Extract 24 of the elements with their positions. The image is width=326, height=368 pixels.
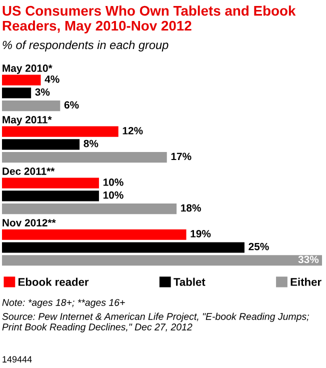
data-label: 3% [35, 88, 50, 96]
data-label: 18% [181, 204, 201, 212]
text: Note: *ages 18+; **ages 16+ [2, 299, 125, 308]
data-label: 33% [298, 256, 319, 264]
legend-label: Ebook reader [18, 278, 89, 286]
data-label: 25% [248, 242, 269, 250]
y-tick-label: Nov 2012** [2, 219, 56, 226]
chart-title: US Consumers Who Own Tablets and Ebook Readers, May 2010-Nov 2012 [2, 6, 296, 34]
text: 149444 [2, 356, 32, 363]
data-label: 10% [103, 178, 124, 186]
legend-label: Tablet [174, 278, 206, 286]
chart-subtitle: % of respondents in each group [2, 40, 168, 52]
source-note: Source: Pew Internet & American Life Project, "E-book Reading Jumps; Print Book Reading Declines," Dec 27, 2012 [2, 312, 309, 332]
data-label: 17% [171, 152, 192, 160]
data-label: 10% [103, 191, 124, 199]
y-tick-label: May 2010* [2, 64, 52, 74]
legend-label: Either [290, 278, 322, 286]
data-label: 19% [190, 230, 211, 238]
data-label: 8% [84, 140, 98, 148]
y-tick-label: Dec 2011** [2, 168, 55, 175]
data-label: 12% [122, 126, 143, 134]
data-label: 6% [64, 101, 79, 109]
data-label: 4% [44, 75, 60, 83]
y-tick-label: May 2011* [2, 116, 52, 126]
